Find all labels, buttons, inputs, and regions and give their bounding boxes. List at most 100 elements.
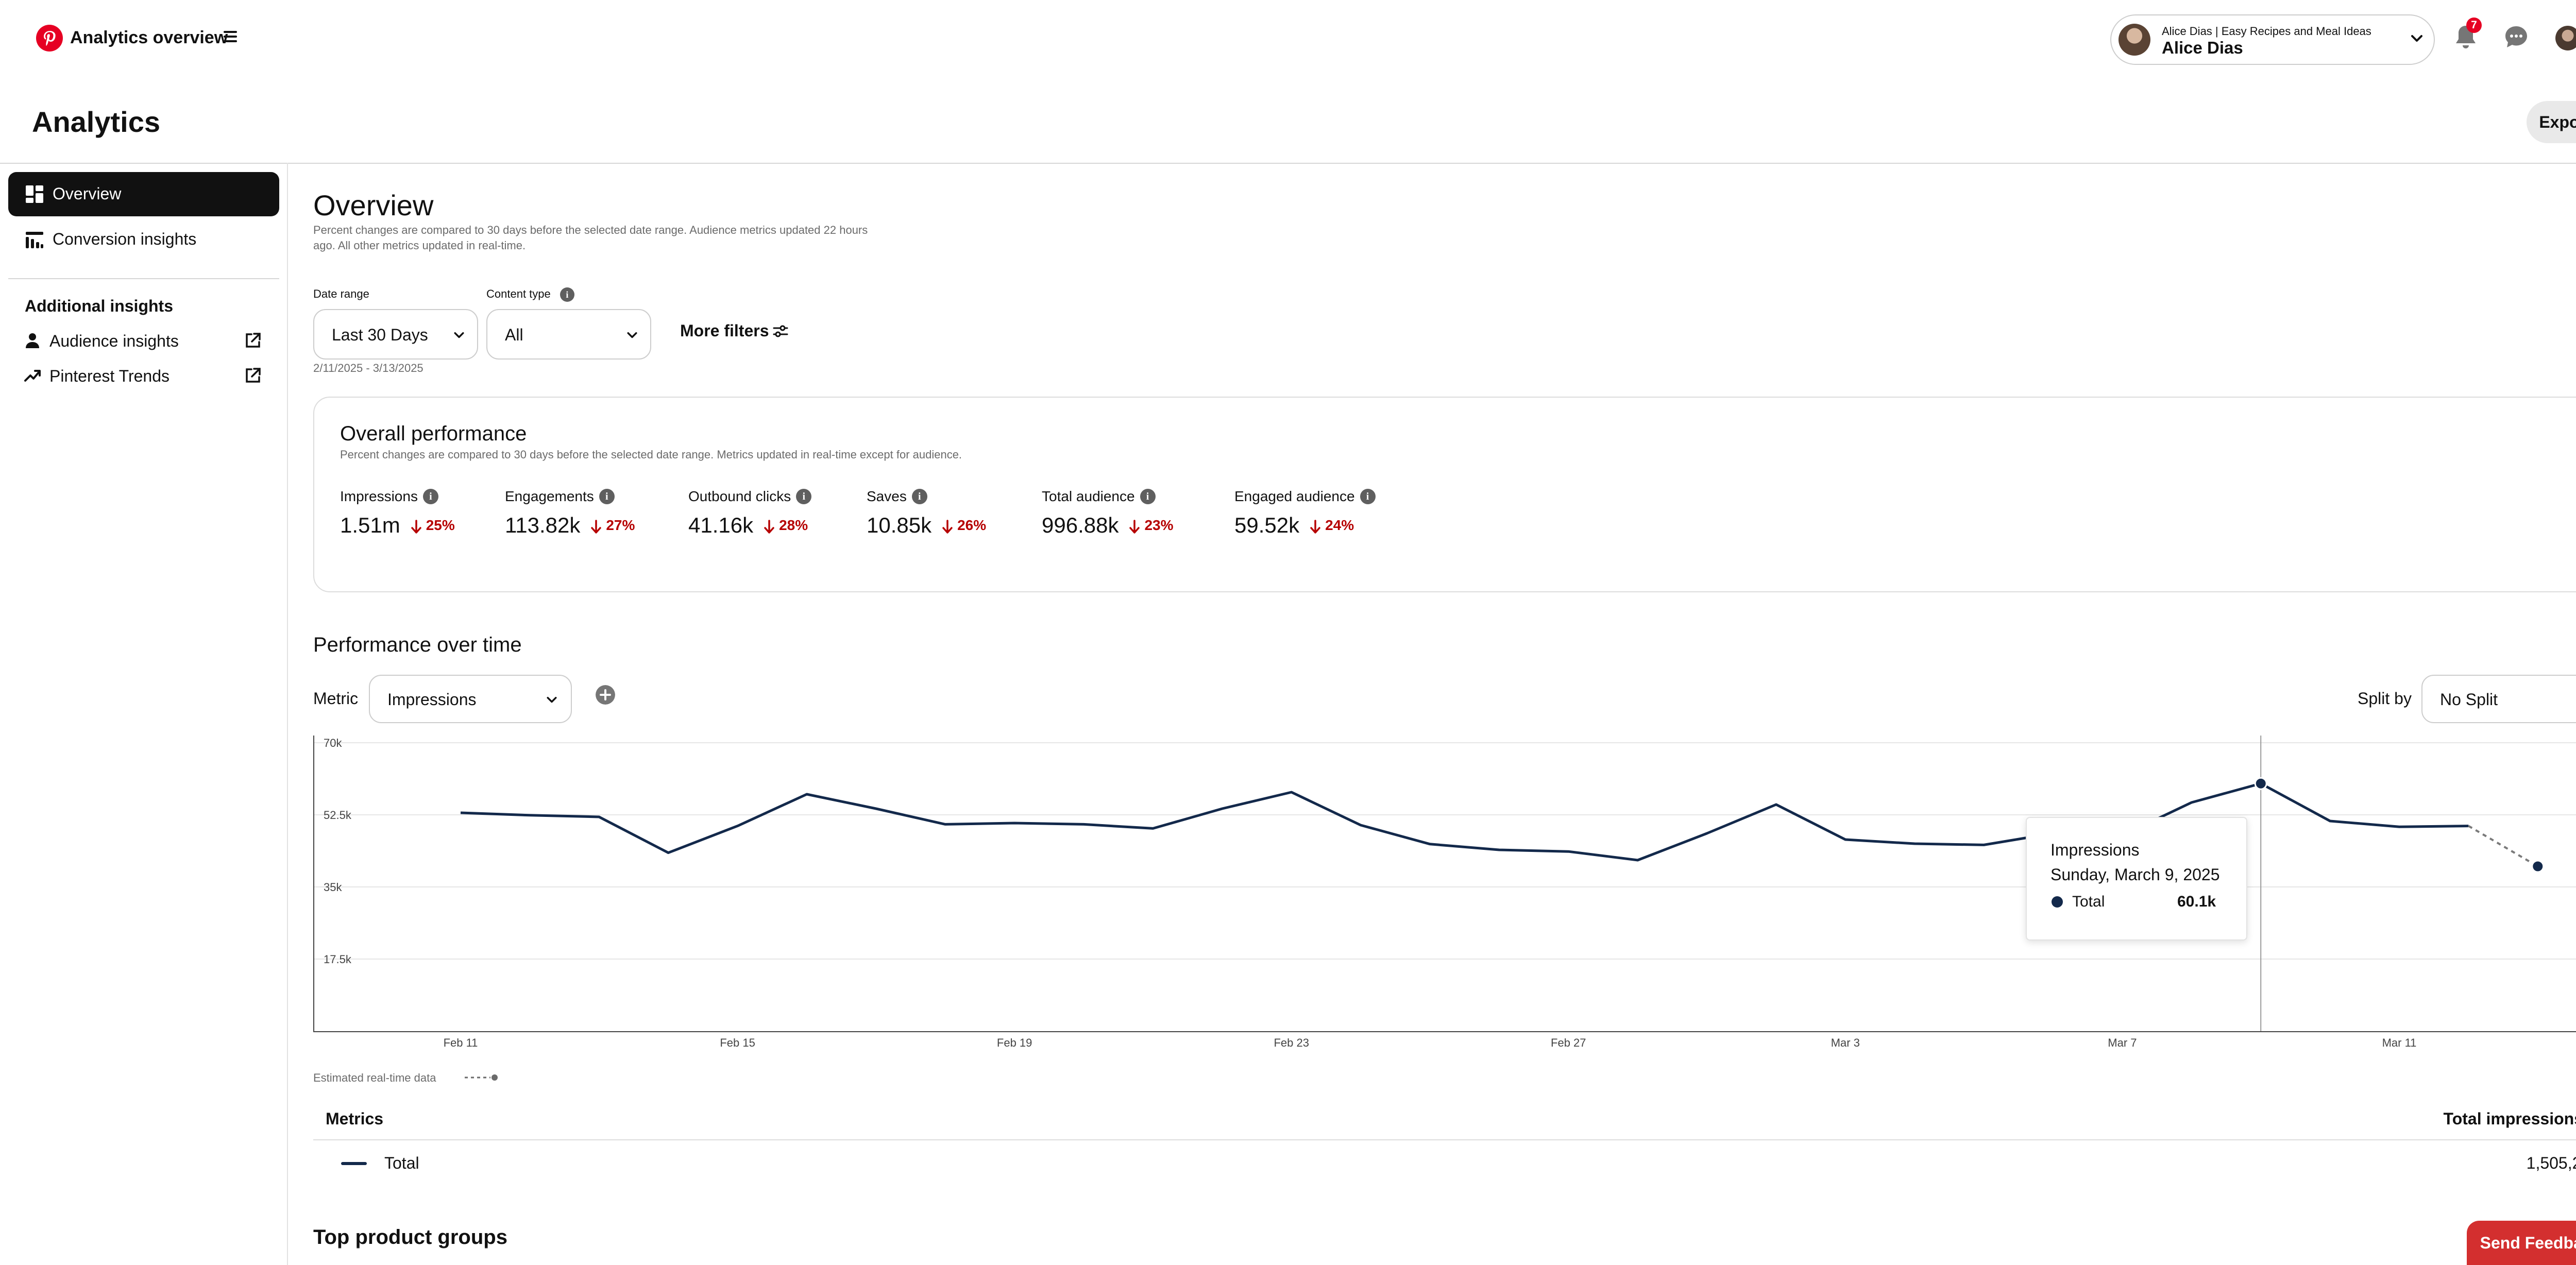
metric-engagements[interactable]: Engagements i 113.82k 27% (505, 488, 635, 538)
metric-total-audience[interactable]: Total audience i 996.88k 23% (1042, 488, 1174, 538)
send-feedback-button[interactable]: Send Feedback (2467, 1221, 2576, 1265)
table-row[interactable]: Total 1,505,221 (313, 1141, 2576, 1186)
content-type-select[interactable]: All (486, 309, 651, 360)
metric-saves[interactable]: Saves i 10.85k 26% (867, 488, 986, 538)
info-icon[interactable]: i (560, 287, 574, 302)
overall-performance-title: Overall performance (340, 422, 527, 445)
info-icon[interactable]: i (599, 489, 615, 504)
arrow-down-icon (591, 520, 602, 534)
filter-sliders-icon (773, 325, 788, 337)
metric-change: 27% (590, 517, 635, 534)
tooltip-title: Impressions (2050, 841, 2140, 859)
metrics-column-header: Metrics (326, 1109, 384, 1128)
metric-value: 59.52k (1234, 513, 1300, 537)
series-legend-line (341, 1162, 367, 1165)
dashed-line-icon (465, 1074, 498, 1081)
table-series-name: Total (384, 1154, 419, 1172)
metric-value: 113.82k (505, 513, 581, 537)
scroll-fade (289, 1246, 2576, 1265)
content-type-label: Content type i (486, 287, 574, 302)
split-by-label: Split by (2358, 689, 2412, 708)
metric-value: 996.88k (1042, 513, 1119, 537)
sidebar-divider (287, 163, 288, 1265)
overview-title: Overview (313, 189, 434, 221)
sidebar-link-audience-insights[interactable]: Audience insights (24, 329, 266, 353)
chevron-down-icon (2411, 35, 2422, 42)
profile-avatar[interactable] (2555, 26, 2576, 50)
metric-select[interactable]: Impressions (369, 675, 572, 723)
business-avatar (2119, 24, 2150, 56)
metric-label: Total audience (1042, 488, 1135, 504)
metric-value: 1.51m (340, 513, 400, 537)
external-link-icon (246, 368, 261, 383)
sidebar-link-pinterest-trends[interactable]: Pinterest Trends (24, 364, 266, 388)
app-title[interactable]: Analytics overview (70, 28, 228, 47)
overview-description: Percent changes are compared to 30 days … (313, 224, 868, 252)
more-filters-button[interactable]: More filters (680, 321, 788, 340)
y-tick-label: 52.5k (324, 809, 352, 822)
messages-icon[interactable] (2503, 24, 2530, 50)
tooltip-series-dot (2052, 896, 2063, 908)
pinterest-logo-icon[interactable] (36, 25, 63, 52)
top-bar: Analytics overview Alice Dias | Easy Rec… (0, 0, 2576, 77)
metric-outbound-clicks[interactable]: Outbound clicks i 41.16k 28% (688, 488, 812, 538)
dashboard-icon (26, 185, 43, 203)
date-range-hint: 2/11/2025 - 3/13/2025 (313, 362, 423, 374)
overall-performance-description: Percent changes are compared to 30 days … (340, 448, 962, 461)
series-line-estimated (2468, 825, 2538, 867)
metric-value: 10.85k (867, 513, 932, 537)
metric-selector-label: Metric (313, 689, 359, 708)
tooltip-date: Sunday, March 9, 2025 (2050, 865, 2220, 884)
export-button[interactable]: Export (2527, 101, 2576, 143)
notification-count-badge: 7 (2466, 18, 2482, 33)
page-title: Analytics (32, 106, 160, 138)
split-by-select[interactable]: No Split (2421, 675, 2576, 723)
y-tick-label: 70k (324, 737, 342, 749)
arrow-down-icon (1310, 520, 1320, 534)
additional-insights-heading: Additional insights (25, 297, 173, 315)
sidebar-item-label: Overview (53, 184, 122, 203)
estimated-data-legend: Estimated real-time data (313, 1071, 498, 1085)
date-range-label: Date range (313, 287, 369, 300)
add-metric-icon[interactable] (596, 685, 615, 705)
metric-change: 25% (411, 517, 455, 534)
arrow-down-icon (764, 520, 774, 534)
chevron-down-icon (547, 696, 557, 703)
arrow-down-icon (411, 520, 421, 534)
sidebar-item-label: Conversion insights (53, 230, 197, 248)
person-icon (26, 333, 39, 348)
chart-tooltip: Impressions Sunday, March 9, 2025 Total … (2026, 817, 2247, 941)
x-tick-label: Mar 11 (2382, 1036, 2417, 1049)
x-tick-label: Feb 15 (720, 1036, 755, 1049)
info-icon[interactable]: i (911, 489, 927, 504)
header-divider (0, 163, 2576, 164)
x-tick-label: Mar 7 (2108, 1036, 2137, 1049)
info-icon[interactable]: i (1140, 489, 1156, 504)
hamburger-menu-icon[interactable] (224, 31, 237, 43)
tooltip-series-value: 60.1k (2177, 893, 2216, 910)
y-tick-label: 35k (324, 881, 342, 894)
conversion-icon (26, 232, 43, 248)
info-icon[interactable]: i (422, 489, 438, 504)
metric-value: 41.16k (688, 513, 754, 537)
arrow-down-icon (942, 520, 953, 534)
metric-label: Engaged audience (1234, 488, 1355, 504)
estimated-data-point (2531, 860, 2545, 873)
metric-change: 24% (1310, 517, 1354, 534)
date-range-select[interactable]: Last 30 Days (313, 309, 478, 360)
account-switcher[interactable]: Alice Dias | Easy Recipes and Meal Ideas… (2110, 14, 2435, 65)
metric-impressions[interactable]: Impressions i 1.51m 25% (340, 488, 455, 538)
external-link-icon (246, 333, 261, 348)
info-icon[interactable]: i (1360, 489, 1376, 504)
account-name: Alice Dias (2162, 38, 2243, 57)
metric-change: 23% (1129, 517, 1174, 534)
highlighted-data-point (2254, 777, 2267, 790)
metric-engaged-audience[interactable]: Engaged audience i 59.52k 24% (1234, 488, 1376, 538)
x-tick-label: Feb 27 (1551, 1036, 1586, 1049)
date-range-value: Last 30 Days (332, 326, 428, 344)
sidebar-item-overview[interactable]: Overview (8, 172, 279, 216)
sidebar-item-conversion-insights[interactable]: Conversion insights (8, 217, 279, 262)
info-icon[interactable]: i (796, 489, 812, 504)
metric-label: Saves (867, 488, 907, 504)
x-tick-label: Feb 11 (444, 1036, 478, 1049)
